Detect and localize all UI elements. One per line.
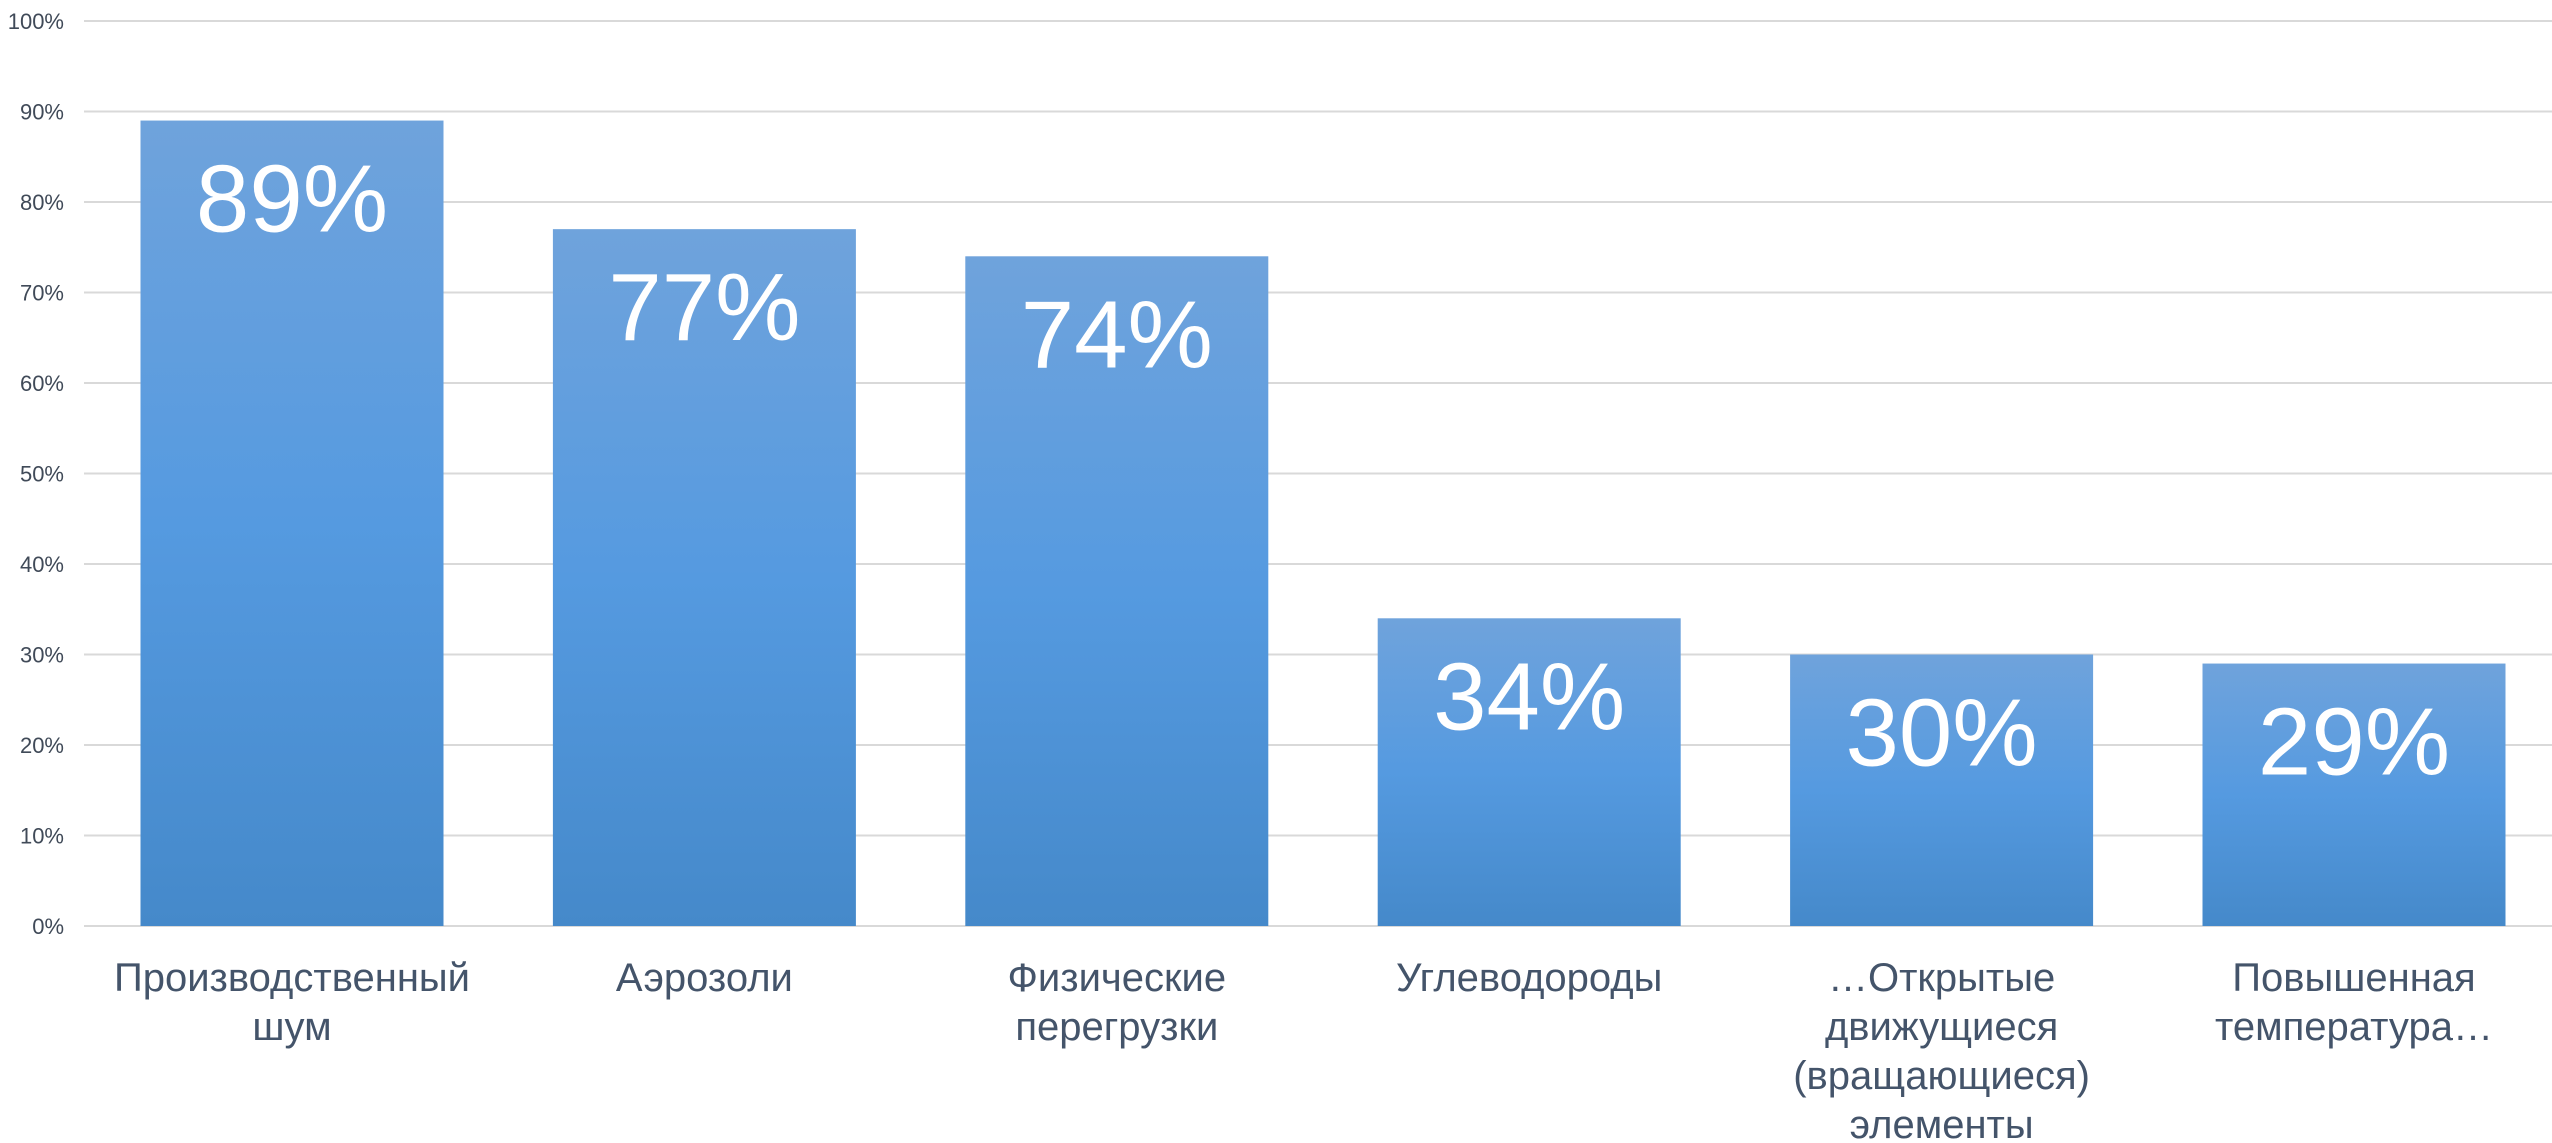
x-tick-label-line: Аэрозоли — [616, 956, 793, 1000]
y-tick-label: 80% — [20, 190, 64, 215]
bar — [2202, 663, 2506, 926]
data-labels: 89% 77% 74% 34% 30% 29% — [196, 146, 2450, 796]
y-tick-label: 30% — [20, 643, 64, 668]
data-label: 29% — [2258, 689, 2450, 796]
x-tick-label-line: Производственный — [114, 956, 470, 1000]
data-label: 34% — [1433, 643, 1625, 750]
y-tick-label: 60% — [20, 371, 64, 396]
x-tick-label: Повышенная температура… — [2215, 956, 2493, 1049]
x-tick-label-line: шум — [252, 1005, 331, 1049]
x-tick-label-line: движущиеся — [1825, 1005, 2058, 1049]
bar — [1790, 654, 2094, 926]
y-tick-label: 10% — [20, 824, 64, 849]
y-tick-label: 0% — [32, 914, 64, 939]
x-tick-label-line: Углеводороды — [1396, 956, 1662, 1000]
x-tick-label-line: …Открытые — [1828, 956, 2055, 1000]
x-tick-label-line: Повышенная — [2232, 956, 2475, 1000]
data-label: 89% — [196, 146, 388, 253]
x-tick-label-line: элементы — [1850, 1103, 2034, 1143]
bars — [140, 120, 2506, 927]
y-tick-label: 20% — [20, 733, 64, 758]
y-tick-label: 50% — [20, 462, 64, 487]
y-tick-label: 40% — [20, 552, 64, 577]
bar — [140, 120, 444, 927]
gridlines — [84, 20, 2552, 927]
x-tick-label: Физические перегрузки — [1007, 956, 1226, 1049]
y-tick-label: 70% — [20, 281, 64, 306]
x-tick-label: Углеводороды — [1396, 956, 1662, 1000]
y-axis: 0% 10% 20% 30% 40% 50% 60% 70% 80% 90% 100% — [8, 9, 64, 939]
x-tick-label-line: перегрузки — [1015, 1005, 1218, 1049]
x-tick-label: Аэрозоли — [616, 956, 793, 1000]
data-label: 30% — [1846, 680, 2038, 787]
x-tick-label-line: температура… — [2215, 1005, 2493, 1049]
data-label: 74% — [1021, 281, 1213, 388]
y-tick-label: 100% — [8, 9, 64, 34]
bar — [965, 256, 1269, 926]
x-tick-label: Производственный шум — [114, 956, 470, 1049]
bar — [1377, 618, 1681, 926]
data-label: 77% — [608, 254, 800, 361]
x-tick-label: …Открытые движущиеся (вращающиеся) элементы — [1793, 956, 2090, 1143]
x-axis: Производственный шум Аэрозоли Физические пер… — [114, 956, 2493, 1143]
x-tick-label-line: Физические — [1007, 956, 1226, 1000]
x-tick-label-line: (вращающиеся) — [1793, 1054, 2090, 1098]
y-tick-label: 90% — [20, 100, 64, 125]
bar — [552, 229, 856, 926]
